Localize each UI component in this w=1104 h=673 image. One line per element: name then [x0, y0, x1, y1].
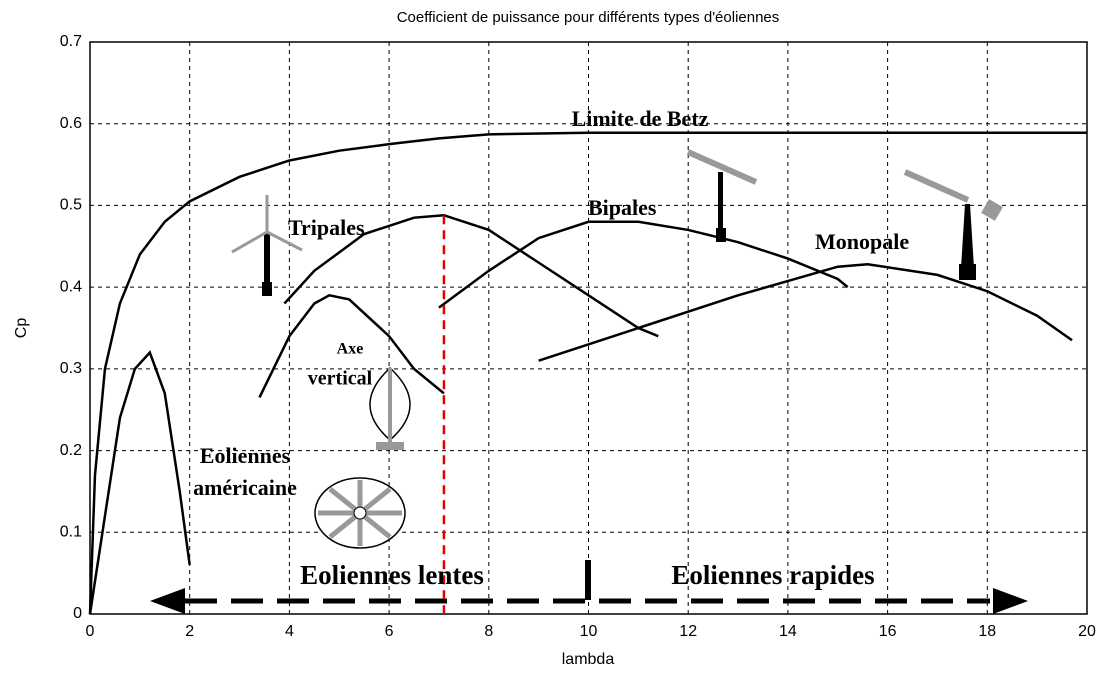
- bipale-icon: [686, 149, 758, 242]
- annotation: vertical: [308, 368, 373, 390]
- american-wheel-icon: [314, 477, 406, 549]
- x-tick-label: 16: [879, 623, 897, 640]
- x-tick-label: 20: [1078, 623, 1096, 640]
- y-tick-label: 0.6: [60, 115, 82, 132]
- annotation: américaine: [193, 475, 297, 500]
- plot-frame: [89, 41, 1088, 615]
- vertical-axis-icon: [369, 366, 411, 450]
- x-tick-label: 8: [484, 623, 493, 640]
- curve: [283, 213, 659, 338]
- x-tick-label: 0: [86, 623, 95, 640]
- y-tick-label: 0.2: [60, 442, 82, 459]
- speed-arrow: [150, 560, 1028, 614]
- curve: [438, 220, 849, 309]
- annotation: Limite de Betz: [572, 106, 709, 131]
- icons: [150, 149, 1028, 614]
- y-tick-label: 0.4: [60, 278, 82, 295]
- y-tick-label: 0: [73, 605, 82, 622]
- x-tick-label: 18: [978, 623, 996, 640]
- annotation: Monopale: [815, 229, 909, 254]
- y-tick-label: 0.5: [60, 197, 82, 214]
- x-tick-label: 4: [285, 623, 294, 640]
- x-axis-label: lambda: [562, 651, 615, 668]
- x-tick-label: 10: [580, 623, 598, 640]
- x-tick-label: 6: [385, 623, 394, 640]
- curve: [88, 350, 191, 615]
- y-tick-label: 0.7: [60, 33, 82, 50]
- chart-title: Coefficient de puissance pour différents…: [397, 9, 780, 26]
- annotation: Eoliennes: [200, 443, 291, 468]
- x-tick-label: 2: [185, 623, 194, 640]
- curve: [538, 263, 1073, 362]
- tripale-icon: [231, 195, 303, 296]
- annotation: Axe: [337, 341, 364, 358]
- x-tick-label: 14: [779, 623, 797, 640]
- y-tick-label: 0.3: [60, 360, 82, 377]
- monopale-icon: [903, 169, 1003, 280]
- annotation: Bipales: [588, 195, 657, 220]
- curve: [88, 131, 1087, 615]
- y-tick-label: 0.1: [60, 524, 82, 541]
- annotation: Eoliennes rapides: [671, 560, 874, 590]
- annotation: Eoliennes lentes: [300, 560, 484, 590]
- y-axis-label: Cp: [13, 318, 30, 339]
- curve: [258, 293, 445, 399]
- annotation: Tripales: [288, 215, 365, 240]
- x-tick-label: 12: [679, 623, 697, 640]
